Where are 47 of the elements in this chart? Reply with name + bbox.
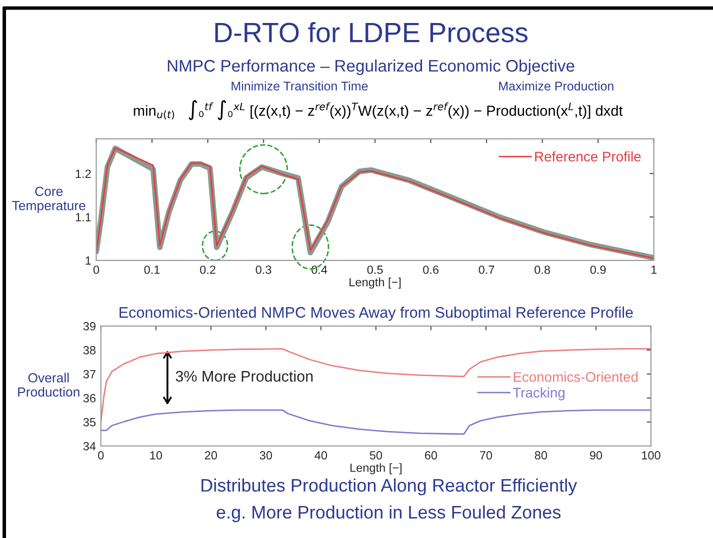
- x-tick-label: 50: [370, 451, 382, 460]
- x-tick-label: 0.7: [478, 266, 494, 274]
- x-tick-label: 30: [260, 451, 272, 460]
- y-tick-label: 1.1: [76, 213, 91, 222]
- x-tick-label: 0.1: [144, 266, 160, 274]
- x-tick-label: 10: [150, 451, 162, 460]
- chart-title: Economics-Oriented NMPC Moves Away from Suboptimal Reference Profile: [120, 306, 633, 321]
- text: Maximize Production: [499, 81, 614, 91]
- x-tick-label: 0.3: [256, 266, 272, 274]
- x-tick-label: 0: [93, 266, 100, 274]
- annotation: 3% More Production: [176, 370, 313, 382]
- x-tick-label: 60: [424, 451, 438, 460]
- text: min$_{u(t)}$ ∫₀$^{tf}$ ∫₀$^{xL}$ [(z(x,t) − z$^{ref}$(x))$^{T}$W(z(x,t) − z$^{ref}$(x)) − Production(x$^{L}$,t)] dxdt: [134, 100, 623, 120]
- y-axis-title: Core Temperature: [12, 186, 86, 213]
- legend-label: Economics-Oriented: [514, 372, 638, 382]
- y-tick-label: 34: [83, 442, 96, 450]
- text: e.g. More Production in Less Fouled Zones: [216, 505, 561, 522]
- chart-subtitle: NMPC Performance – Regularized Economic Objective: [168, 59, 574, 76]
- y-tick-label: 35: [83, 418, 96, 426]
- x-tick-label: 70: [480, 451, 492, 460]
- x-tick-label: 80: [534, 451, 548, 460]
- x-tick-label: 0.2: [200, 266, 216, 274]
- x-tick-label: 0.4: [312, 266, 328, 274]
- x-tick-label: 0: [98, 451, 104, 460]
- y-tick-label: 36: [83, 394, 96, 402]
- x-tick-label: 20: [204, 451, 218, 460]
- x-tick-label: 0.5: [367, 266, 383, 274]
- y-tick-label: 37: [83, 370, 96, 378]
- y-tick-label: 1.2: [76, 170, 91, 178]
- x-tick-label: 1: [651, 266, 657, 274]
- chart-title: D-RTO for LDPE Process: [215, 22, 528, 42]
- text: Minimize Transition Time: [232, 81, 368, 91]
- x-axis-title: Length [−]: [350, 463, 402, 474]
- x-axis-title: Length [−]: [350, 278, 401, 289]
- x-tick-label: 40: [314, 451, 328, 460]
- x-tick-label: 0.6: [423, 266, 438, 274]
- text: Distributes Production Along Reactor Efficiently: [202, 478, 578, 496]
- y-tick-label: 38: [83, 346, 96, 354]
- y-tick-label: 1: [86, 256, 91, 265]
- x-tick-label: 100: [642, 451, 660, 460]
- legend-label: Tracking: [512, 387, 564, 400]
- legend-label: Reference Profile: [535, 151, 641, 162]
- x-tick-label: 0.8: [534, 266, 550, 274]
- y-tick-label: 39: [83, 322, 96, 330]
- x-tick-label: 0.9: [590, 266, 606, 274]
- y-axis-title: Overall Production: [18, 372, 80, 397]
- x-tick-label: 90: [590, 451, 602, 460]
